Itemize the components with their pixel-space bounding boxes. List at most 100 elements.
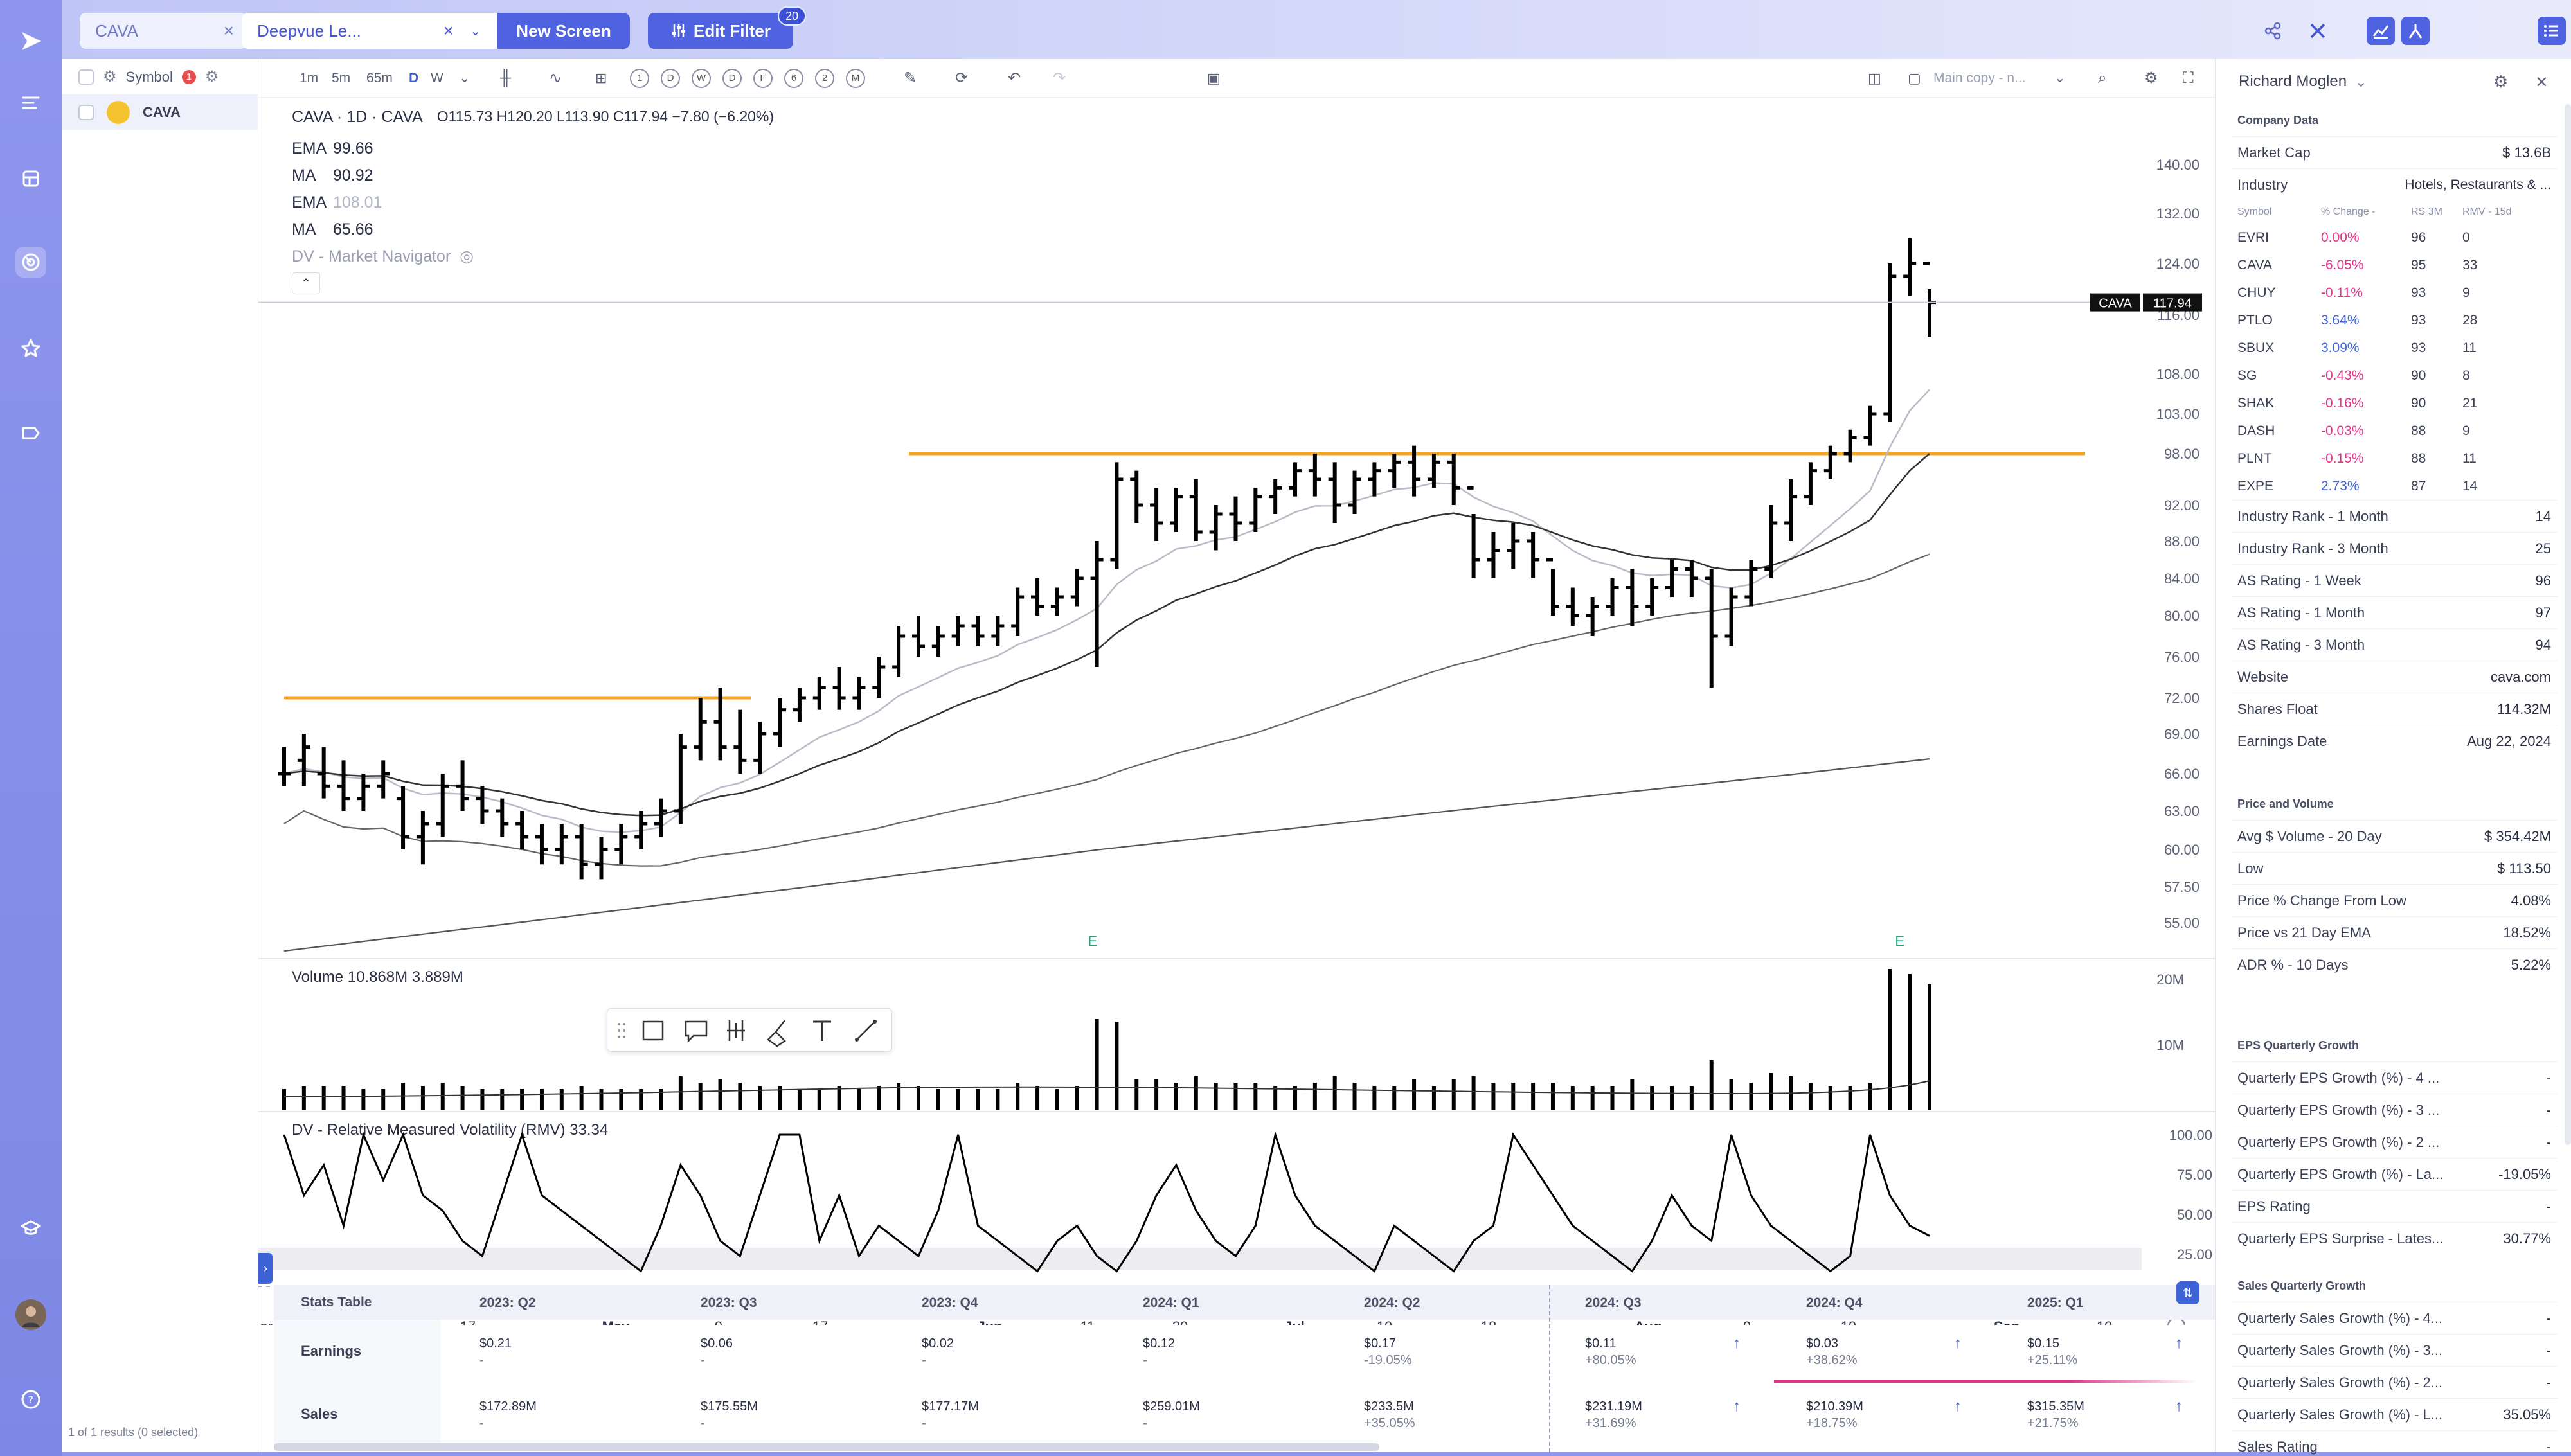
price-bar[interactable] xyxy=(1368,462,1381,497)
panel-settings-icon[interactable]: ⚙ xyxy=(2493,71,2509,91)
industry-row[interactable]: Industry Hotels, Restaurants & ... xyxy=(2231,168,2558,200)
price-bar[interactable] xyxy=(931,626,945,657)
price-bar[interactable] xyxy=(1586,597,1599,636)
price-bar[interactable] xyxy=(1110,462,1124,569)
table-settings-icon[interactable]: ⇅ xyxy=(2176,1281,2199,1304)
price-bar[interactable] xyxy=(991,616,1005,646)
menu-lines-icon[interactable] xyxy=(15,87,46,118)
share-icon[interactable] xyxy=(2259,17,2287,45)
tab-deepvue[interactable]: Deepvue Le... × ⌄ xyxy=(242,13,499,49)
price-bar[interactable] xyxy=(1209,505,1223,551)
price-bar[interactable] xyxy=(1665,560,1679,597)
column-header[interactable]: RMV - 15d xyxy=(2462,206,2512,217)
layout-panel-icon[interactable]: ◫ xyxy=(1868,69,1881,86)
timeframe-button-7[interactable]: 2 xyxy=(815,68,834,88)
price-bar[interactable] xyxy=(971,616,985,646)
price-bar[interactable] xyxy=(1645,578,1659,616)
eye-hidden-icon[interactable]: ◎ xyxy=(460,247,474,265)
help-icon[interactable]: ? xyxy=(15,1384,46,1415)
collapse-legend-button[interactable]: ⌃ xyxy=(292,272,320,294)
price-bar[interactable] xyxy=(297,734,310,786)
price-bar[interactable] xyxy=(852,677,866,710)
star-icon[interactable] xyxy=(15,333,46,364)
layout-name[interactable]: Main copy - n... xyxy=(1933,70,2026,85)
indicators-icon[interactable]: ∿ xyxy=(549,69,562,87)
chevron-down-icon[interactable]: ⌄ xyxy=(459,71,470,85)
price-bar[interactable] xyxy=(1744,560,1758,607)
price-bar[interactable] xyxy=(1408,445,1421,497)
price-bar[interactable] xyxy=(456,760,469,811)
price-bar[interactable] xyxy=(674,734,687,824)
fullscreen-icon[interactable]: ⛶ xyxy=(2183,69,2194,87)
price-bar[interactable] xyxy=(614,824,628,865)
price-bar[interactable] xyxy=(337,760,350,811)
price-bar[interactable] xyxy=(397,786,410,849)
price-bar[interactable] xyxy=(1804,462,1817,505)
price-bar[interactable] xyxy=(812,677,826,710)
price-bar[interactable] xyxy=(634,811,648,849)
price-bar[interactable] xyxy=(1150,488,1163,541)
price-bar[interactable] xyxy=(1348,470,1361,514)
radar-icon[interactable] xyxy=(15,247,46,278)
price-bar[interactable] xyxy=(1903,238,1917,296)
price-bar[interactable] xyxy=(535,824,548,865)
new-screen-button[interactable]: New Screen xyxy=(497,13,630,49)
bar-style-icon[interactable]: ╫ xyxy=(500,69,512,87)
x-logo-icon[interactable] xyxy=(2304,17,2332,45)
price-bar[interactable] xyxy=(951,616,965,646)
price-bar[interactable] xyxy=(1011,587,1025,637)
price-bar[interactable] xyxy=(1843,429,1857,463)
interval-w[interactable]: W xyxy=(431,70,443,85)
peer-row[interactable]: DASH -0.03% 88 9 xyxy=(2231,417,2558,445)
price-bar[interactable] xyxy=(1031,578,1044,616)
tab-cava[interactable]: CAVA × xyxy=(80,13,247,49)
price-bar[interactable] xyxy=(1566,587,1579,626)
price-bar[interactable] xyxy=(278,747,291,786)
price-bar[interactable] xyxy=(595,837,608,880)
timeframe-button-6[interactable]: 6 xyxy=(784,68,803,88)
price-bar[interactable] xyxy=(1130,470,1143,523)
indicator-row[interactable]: MA 65.66 xyxy=(292,216,774,243)
price-bar[interactable] xyxy=(713,688,727,761)
peer-row[interactable]: PLNT -0.15% 88 11 xyxy=(2231,445,2558,472)
price-bar[interactable] xyxy=(773,698,787,747)
edit-filter-button[interactable]: Edit Filter xyxy=(648,13,793,49)
price-bar[interactable] xyxy=(1229,496,1242,541)
chevron-down-icon[interactable]: ⌄ xyxy=(2354,73,2368,91)
price-bar[interactable] xyxy=(1923,262,1936,337)
price-bar[interactable] xyxy=(1546,558,1559,616)
fib-tool-icon[interactable] xyxy=(727,1020,745,1041)
column-header[interactable]: RS 3M xyxy=(2411,206,2442,217)
column-header[interactable]: % Change - xyxy=(2321,206,2376,217)
earnings-marker[interactable]: E xyxy=(1895,933,1904,949)
cube-icon[interactable] xyxy=(15,163,46,194)
logo-play-icon[interactable] xyxy=(15,26,46,57)
folder-icon[interactable]: ▢ xyxy=(1908,69,1921,86)
templates-icon[interactable]: ⊞ xyxy=(595,69,607,86)
indicator-row[interactable]: EMA 99.66 xyxy=(292,135,774,162)
brush-tool-icon[interactable] xyxy=(767,1020,786,1047)
price-bar[interactable] xyxy=(793,688,806,722)
settings-gear-icon[interactable]: ⚙ xyxy=(2144,69,2158,87)
price-bar[interactable] xyxy=(555,824,568,865)
price-bar[interactable] xyxy=(1070,569,1084,607)
zoom-icon[interactable]: ⌕ xyxy=(2098,69,2107,87)
price-bar[interactable] xyxy=(892,626,906,677)
close-panel-icon[interactable]: × xyxy=(2536,69,2548,93)
peer-row[interactable]: SG -0.43% 90 8 xyxy=(2231,362,2558,389)
graduation-cap-icon[interactable] xyxy=(15,1213,46,1244)
peer-row[interactable]: EXPE 2.73% 87 14 xyxy=(2231,472,2558,500)
price-bar[interactable] xyxy=(654,798,668,837)
price-bar[interactable] xyxy=(317,747,330,799)
peer-row[interactable]: SBUX 3.09% 93 11 xyxy=(2231,334,2558,362)
pencil-icon[interactable]: ✎ xyxy=(904,69,917,87)
avatar[interactable] xyxy=(15,1299,46,1330)
text-tool-icon[interactable] xyxy=(813,1020,831,1041)
price-bar[interactable] xyxy=(575,824,588,880)
interval-65m[interactable]: 65m xyxy=(366,70,393,85)
peer-row[interactable]: EVRI 0.00% 96 0 xyxy=(2231,224,2558,251)
interval-1m[interactable]: 1m xyxy=(300,70,319,85)
price-bar[interactable] xyxy=(1823,445,1837,479)
interval-5m[interactable]: 5m xyxy=(332,70,351,85)
timeframe-button-3[interactable]: W xyxy=(692,68,711,88)
